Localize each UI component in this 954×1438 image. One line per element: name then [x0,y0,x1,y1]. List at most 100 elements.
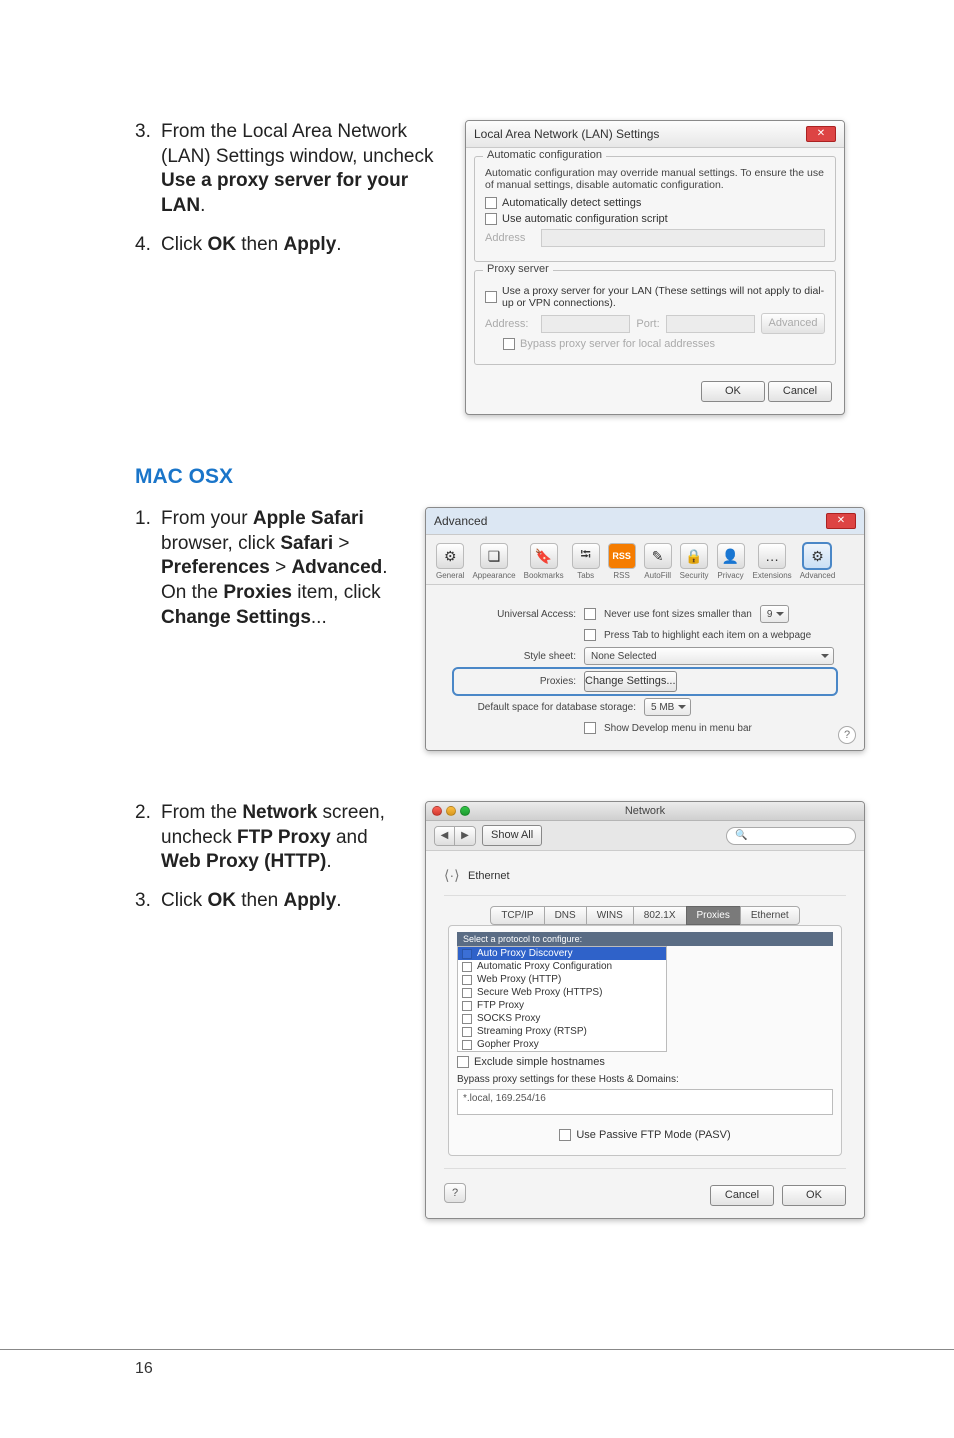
group-label: Proxy server [483,263,553,275]
tab-tcpip[interactable]: TCP/IP [490,906,544,925]
protocol-item[interactable]: Auto Proxy Discovery [458,947,666,960]
proxy-port-input[interactable] [666,315,755,333]
step-number: 4. [135,233,161,258]
gear-icon[interactable]: ? [444,1183,466,1203]
auto-detect-checkbox[interactable]: Automatically detect settings [485,197,825,209]
tab-dns[interactable]: DNS [544,906,587,925]
search-input[interactable]: 🔍 [726,827,856,845]
stylesheet-select[interactable]: None Selected [584,647,834,665]
step-text: From the Network screen, uncheck FTP Pro… [161,801,395,875]
toolbar-item-privacy[interactable]: 👤Privacy [715,541,747,582]
checkbox-icon [503,338,515,350]
protocol-item[interactable]: Streaming Proxy (RTSP) [458,1025,666,1038]
protocol-label: Secure Web Proxy (HTTPS) [477,987,602,998]
toolbar-item-security[interactable]: 🔒Security [678,541,711,582]
protocol-item[interactable]: Web Proxy (HTTP) [458,973,666,986]
auto-script-checkbox[interactable]: Use automatic configuration script [485,213,825,225]
back-icon[interactable]: ◀ [435,827,455,845]
close-icon[interactable] [432,806,442,816]
toolbar-item-bookmarks[interactable]: 🔖Bookmarks [522,541,566,582]
toolbar-item-extensions[interactable]: … Extensions [751,541,794,582]
group-label: Automatic configuration [483,149,606,161]
step-number: 2. [135,801,161,875]
general-icon: ⚙ [436,543,464,569]
font-size-select[interactable]: 9 [760,605,790,623]
use-proxy-checkbox[interactable]: Use a proxy server for your LAN (These s… [485,285,825,309]
protocol-item[interactable]: Secure Web Proxy (HTTPS) [458,986,666,999]
zoom-icon[interactable] [460,806,470,816]
close-icon[interactable]: ✕ [826,513,856,529]
pasv-checkbox[interactable]: Use Passive FTP Mode (PASV) [457,1129,833,1141]
toolbar-item-tabs[interactable]: ⭾Tabs [570,541,602,582]
protocol-item[interactable]: Automatic Proxy Configuration [458,960,666,973]
toolbar-item-appearance[interactable]: ❏Appearance [470,541,517,582]
tab-wins[interactable]: WINS [586,906,634,925]
tab-proxies[interactable]: Proxies [686,906,741,925]
network-preferences-window: Network ◀ ▶ Show All 🔍 ⟨·⟩ [425,801,865,1219]
safari-preferences-window: Advanced ✕ ⚙General❏Appearance🔖Bookmarks… [425,507,865,751]
close-icon[interactable]: ✕ [806,126,836,142]
step-text: From your Apple Safari browser, click Sa… [161,507,395,630]
checkbox-icon [462,988,472,998]
protocol-label: Auto Proxy Discovery [477,948,573,959]
cancel-button[interactable]: Cancel [768,381,832,402]
checkbox-icon[interactable] [584,722,596,734]
toolbar-item-advanced[interactable]: ⚙Advanced [798,541,838,582]
toolbar-item-autofill[interactable]: ✎ AutoFill [642,541,674,582]
security-icon: 🔒 [680,543,708,569]
step-text: From the Local Area Network (LAN) Settin… [161,120,435,219]
proxy-address-label: Address: [485,318,535,330]
checkbox-icon[interactable] [584,608,596,620]
protocol-item[interactable]: SOCKS Proxy [458,1012,666,1025]
toolbar-label: Extensions [753,571,792,580]
forward-icon[interactable]: ▶ [455,827,475,845]
traffic-lights[interactable] [432,806,470,816]
toolbar-label: Privacy [717,571,743,580]
tab-8021x[interactable]: 802.1X [633,906,687,925]
toolbar-item-general[interactable]: ⚙General [434,541,466,582]
proxy-address-input[interactable] [541,315,630,333]
protocol-label: Gopher Proxy [477,1039,539,1050]
search-icon: 🔍 [735,830,747,841]
minimize-icon[interactable] [446,806,456,816]
nav-back-forward[interactable]: ◀ ▶ [434,826,476,846]
storage-select[interactable]: 5 MB [644,698,691,716]
group-description: Automatic configuration may override man… [485,167,825,191]
cancel-button[interactable]: Cancel [710,1185,774,1206]
extensions-icon: … [758,543,786,569]
ok-button[interactable]: OK [701,381,765,402]
checkbox-icon [462,1014,472,1024]
protocol-label: Automatic Proxy Configuration [477,961,612,972]
toolbar-label: Advanced [800,571,836,580]
toolbar-label: RSS [613,571,629,580]
preferences-toolbar: ⚙General❏Appearance🔖Bookmarks⭾TabsRSSRSS… [426,535,864,584]
checkbox-icon [462,1027,472,1037]
protocol-list: Auto Proxy Discovery Automatic Proxy Conf… [457,946,667,1052]
ok-button[interactable]: OK [782,1185,846,1206]
toolbar-item-rss[interactable]: RSSRSS [606,541,638,582]
protocol-item[interactable]: FTP Proxy [458,999,666,1012]
checkbox-icon[interactable] [584,629,596,641]
toolbar-label: Tabs [577,571,594,580]
checkbox-icon [462,962,472,972]
change-settings-button[interactable]: Change Settings... [584,671,677,692]
protocol-label: FTP Proxy [477,1000,524,1011]
protocol-item[interactable]: Gopher Proxy [458,1038,666,1051]
bypass-hosts-input[interactable]: *.local, 169.254/16 [457,1089,833,1115]
protocol-label: Streaming Proxy (RTSP) [477,1026,587,1037]
tab-ethernet[interactable]: Ethernet [740,906,800,925]
protocol-label: Web Proxy (HTTP) [477,974,561,985]
help-icon[interactable]: ? [838,726,856,744]
exclude-hostnames-checkbox[interactable]: Exclude simple hostnames [457,1056,833,1068]
autofill-icon: ✎ [644,543,672,569]
address-input[interactable] [541,229,825,247]
show-all-button[interactable]: Show All [482,825,542,846]
toolbar-label: AutoFill [644,571,671,580]
checkbox-icon [485,213,497,225]
advanced-button[interactable]: Advanced [761,313,825,334]
checkbox-icon [462,975,472,985]
bookmarks-icon: 🔖 [530,543,558,569]
bypass-label: Bypass proxy server for local addresses [520,338,715,350]
lan-settings-dialog: Local Area Network (LAN) Settings ✕ Auto… [465,120,845,415]
instructions-mac-safari: 1. From your Apple Safari browser, click… [135,507,395,751]
